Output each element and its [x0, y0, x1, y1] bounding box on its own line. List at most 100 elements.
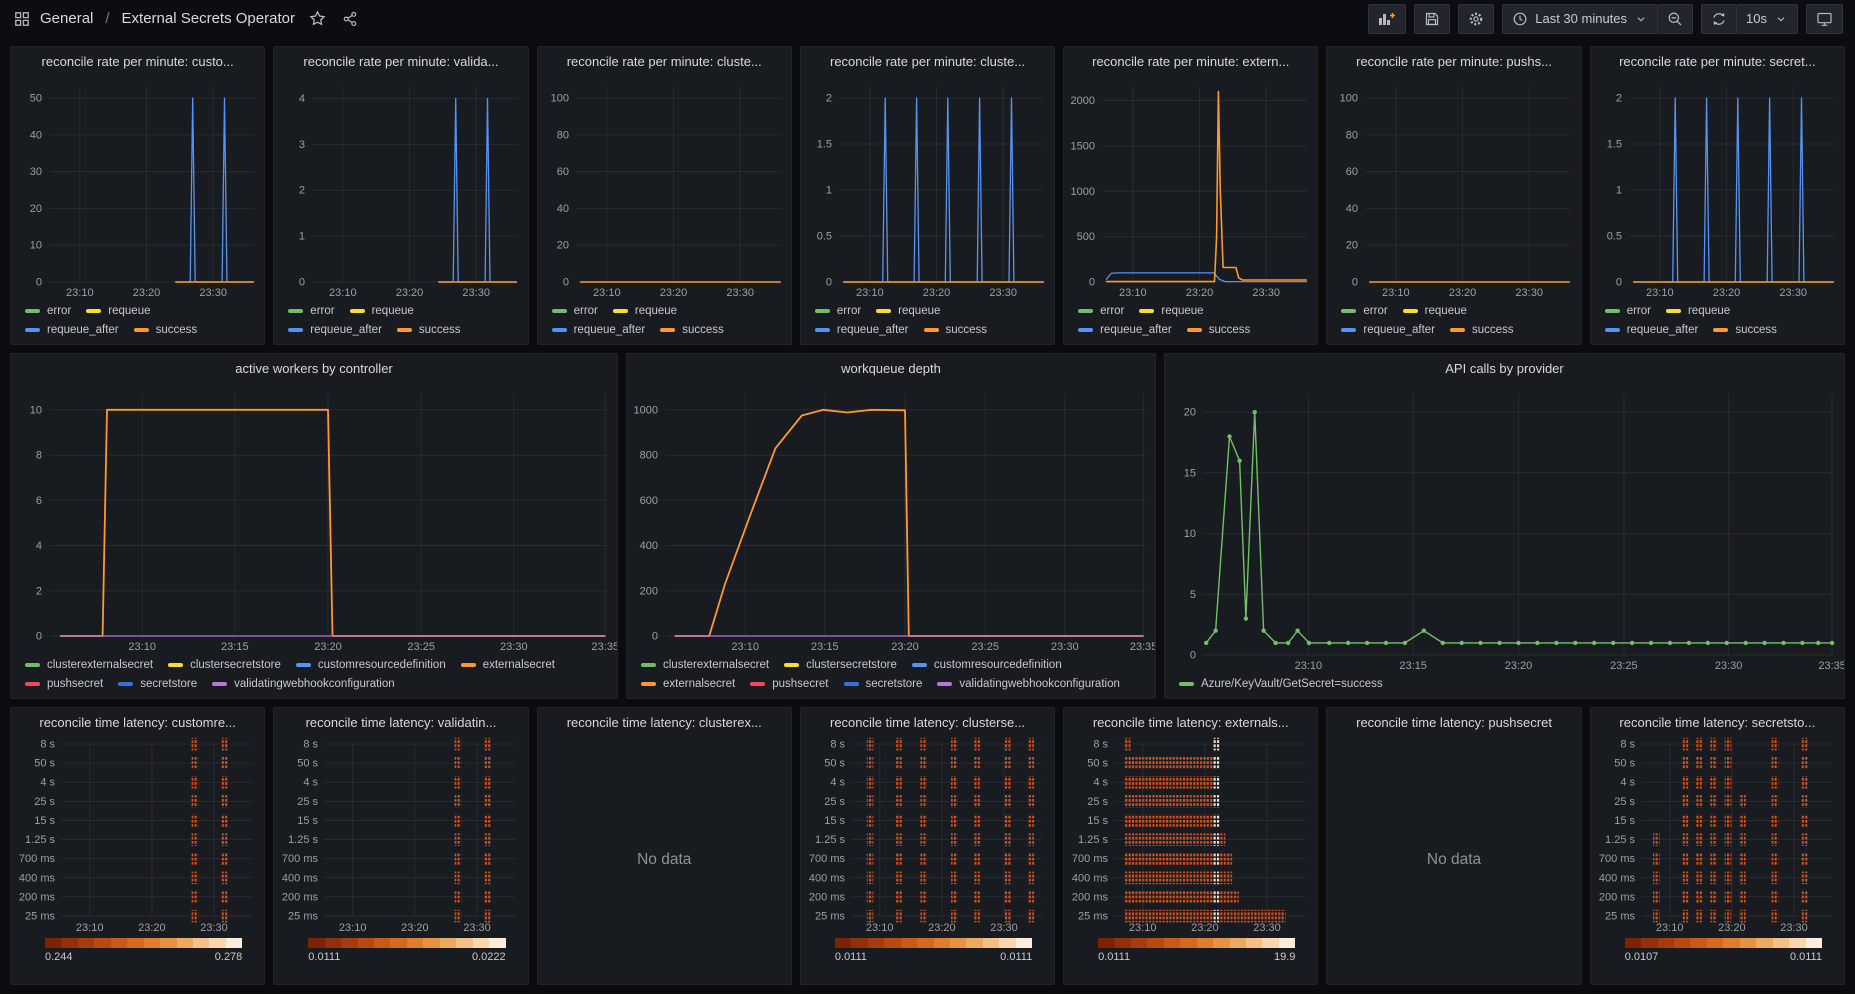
heatmap-cell [920, 776, 927, 789]
panel-title[interactable]: reconcile rate per minute: cluste... [566, 54, 762, 69]
legend-item[interactable]: error [1604, 305, 1651, 317]
panel-title[interactable]: workqueue depth [841, 361, 941, 376]
legend-item[interactable]: error [814, 305, 861, 317]
legend-item[interactable]: error [551, 305, 598, 317]
chart: 2 1.5 1 0.5 0 23:10 23:20 23:30 [817, 87, 1045, 299]
y-axis-label: 800 [640, 450, 658, 462]
heatmap-cell [866, 814, 874, 827]
data-point-marker [1686, 640, 1692, 646]
legend-item[interactable]: requeue [1139, 304, 1204, 317]
heatmap-color-scale [834, 938, 1033, 948]
cycle-view-mode-button[interactable] [1806, 3, 1843, 34]
panel-title[interactable]: reconcile time latency: pushsecret [1356, 715, 1552, 730]
panel-title[interactable]: reconcile time latency: externals... [1092, 715, 1289, 730]
legend-item[interactable]: error [288, 305, 335, 317]
legend-item[interactable]: pushsecret [750, 678, 829, 690]
panel-title[interactable]: reconcile time latency: secretsto... [1619, 715, 1816, 730]
legend-item[interactable]: requeue_after [288, 324, 382, 336]
legend-item[interactable]: requeue_after [25, 324, 119, 336]
legend-item[interactable]: secretstore [843, 678, 922, 690]
panel-title[interactable]: reconcile rate per minute: pushs... [1356, 54, 1552, 69]
breadcrumb-page-title[interactable]: External Secrets Operator [121, 10, 295, 27]
panel-title[interactable]: reconcile rate per minute: cluste... [829, 54, 1026, 69]
heatmap-cell [1213, 833, 1220, 846]
legend-item[interactable]: externalsecret [641, 678, 735, 690]
legend-item[interactable]: customresourcedefinition [295, 659, 446, 671]
series-color-chip [1078, 308, 1094, 313]
no-data-message: No data [1426, 851, 1482, 868]
panel-title[interactable]: reconcile time latency: clusterse... [830, 715, 1026, 730]
legend-item[interactable]: success [133, 324, 197, 336]
series-color-chip [814, 327, 830, 332]
refresh-interval-picker[interactable]: 10s [1737, 3, 1798, 34]
legend-item[interactable]: clustersecretstore [168, 659, 281, 671]
heatmap-cell [1265, 909, 1273, 923]
legend-item[interactable]: requeue [349, 305, 414, 317]
heatmap-cell [1174, 890, 1182, 904]
legend-item[interactable]: clustersecretstore [784, 659, 897, 671]
heatmap-cell [1187, 814, 1194, 827]
legend-item[interactable]: requeue [612, 305, 677, 317]
legend-item[interactable]: success [396, 324, 460, 336]
legend-item[interactable]: validatingwebhookconfiguration [212, 678, 395, 690]
legend-item[interactable]: success [1713, 324, 1777, 336]
panel-title[interactable]: reconcile rate per minute: valida... [303, 54, 499, 69]
share-icon[interactable] [342, 11, 358, 27]
legend-item[interactable]: success [923, 324, 987, 336]
heatmap-cell [191, 890, 199, 904]
legend-item[interactable]: success [1186, 324, 1250, 336]
heatmap-cell [1155, 756, 1163, 770]
panel-title[interactable]: API calls by provider [1445, 361, 1564, 376]
legend-item[interactable]: secretstore [118, 678, 197, 690]
series-color-chip [911, 662, 927, 667]
heatmap-cell [1174, 795, 1182, 808]
heatmap-cell [1027, 776, 1034, 789]
panel-title[interactable]: active workers by controller [235, 361, 393, 376]
add-panel-button[interactable] [1368, 3, 1407, 34]
legend-item[interactable]: requeue [876, 305, 940, 317]
panel-title[interactable]: reconcile rate per minute: custo... [41, 54, 234, 69]
time-range-picker[interactable]: Last 30 minutes [1502, 3, 1659, 34]
save-dashboard-button[interactable] [1414, 3, 1451, 34]
panel-title[interactable]: reconcile time latency: clusterex... [566, 715, 762, 730]
y-axis-label: 25 s [298, 796, 319, 808]
heatmap-cell [866, 737, 874, 751]
legend-item[interactable]: error [1078, 305, 1124, 317]
legend-item[interactable]: validatingwebhookconfiguration [937, 678, 1120, 690]
data-point-marker [1829, 640, 1835, 646]
refresh-button[interactable] [1701, 3, 1738, 34]
legend-item[interactable]: error [25, 305, 71, 317]
zoom-out-time-button[interactable] [1658, 3, 1694, 34]
legend-item[interactable]: requeue [1665, 305, 1730, 317]
legend-item[interactable]: clusterexternalsecret [641, 659, 769, 671]
heatmap-cell [1681, 871, 1688, 885]
star-icon[interactable] [309, 10, 326, 27]
legend-item[interactable]: Azure/KeyVault/GetSecret=success [1179, 678, 1383, 690]
panel-title[interactable]: reconcile time latency: validatin... [305, 715, 497, 730]
panel-title[interactable]: reconcile rate per minute: extern... [1092, 54, 1290, 69]
legend-item[interactable]: error [1341, 305, 1388, 317]
heatmap-chart: 8 s 50 s 4 s 25 s 15 s 1.25 s 700 ms 400 ms 200 … [1072, 737, 1306, 934]
legend-item[interactable]: requeue [1402, 305, 1467, 317]
legend-item[interactable]: success [660, 324, 724, 336]
legend-item[interactable]: clusterexternalsecret [25, 659, 153, 671]
legend-item[interactable]: requeue_after [1341, 324, 1435, 336]
panel-title[interactable]: reconcile rate per minute: secret... [1619, 54, 1816, 69]
y-axis-label: 80 [556, 129, 568, 141]
panel-title[interactable]: reconcile time latency: customre... [39, 715, 236, 730]
legend-item[interactable]: externalsecret [460, 659, 555, 671]
dashboard-settings-button[interactable] [1458, 3, 1495, 34]
heatmap-cell [1004, 871, 1012, 885]
legend-item[interactable]: requeue [86, 305, 151, 317]
legend-item[interactable]: requeue_after [551, 324, 645, 336]
legend-item[interactable]: success [1450, 324, 1514, 336]
legend-item[interactable]: requeue_after [1078, 324, 1172, 336]
heatmap-cell [1143, 833, 1150, 846]
legend-item[interactable]: customresourcedefinition [911, 659, 1062, 671]
legend-item[interactable]: pushsecret [25, 678, 103, 690]
legend-item[interactable]: requeue_after [1604, 324, 1698, 336]
breadcrumb-section[interactable]: General [40, 10, 94, 27]
dashboards-grid-icon[interactable] [14, 11, 30, 27]
legend-item[interactable]: requeue_after [814, 324, 909, 336]
legend-label: requeue [1161, 304, 1204, 317]
